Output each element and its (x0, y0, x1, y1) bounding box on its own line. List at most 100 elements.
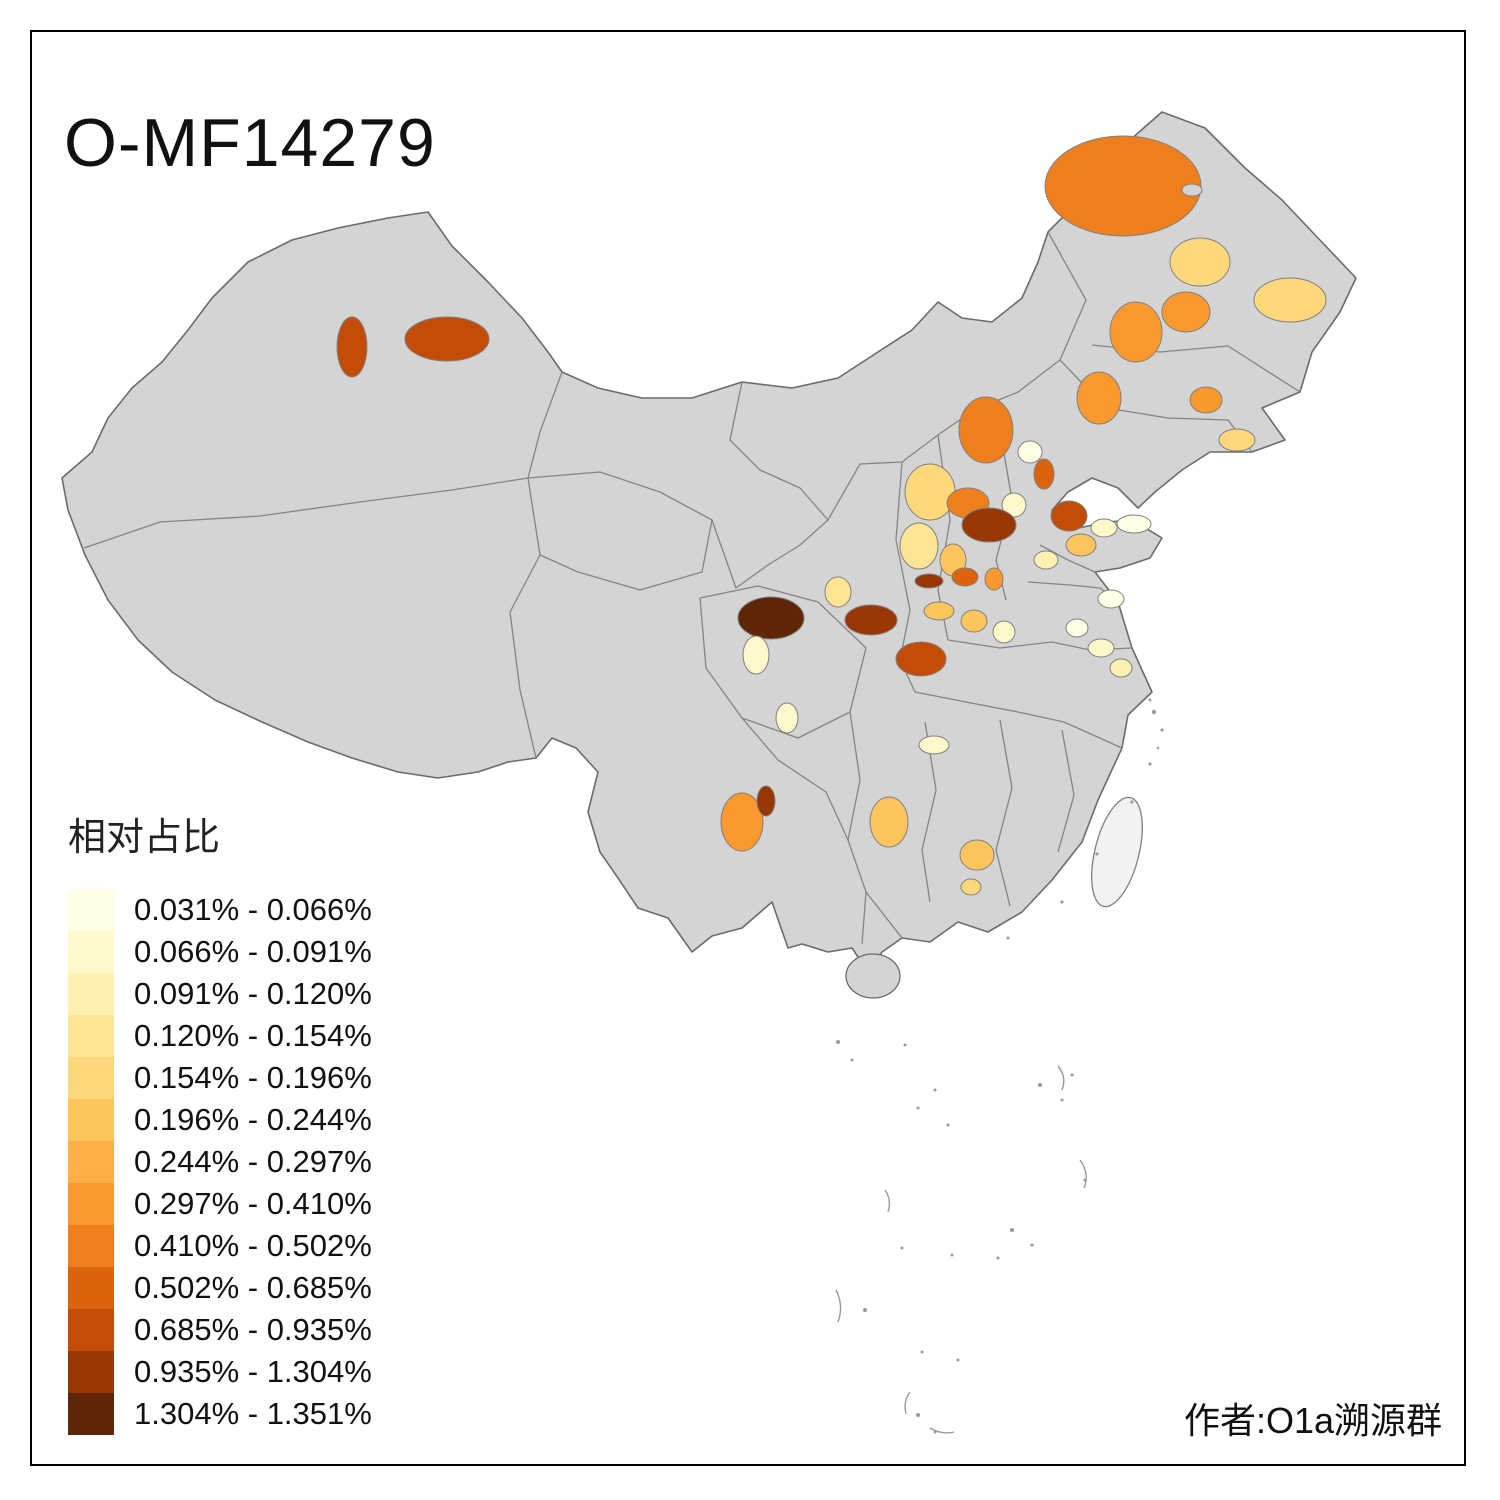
legend-title: 相对占比 (68, 817, 221, 859)
highlight-region (959, 839, 995, 871)
highlight-region (923, 601, 955, 621)
legend-label: 0.031% - 0.066% (134, 892, 372, 927)
legend-row: 1.304% - 1.351% (68, 1393, 372, 1435)
legend-swatch (68, 1057, 114, 1099)
highlight-region (1109, 301, 1163, 363)
figure-title: O-MF14279 (64, 104, 436, 181)
highlight-region (336, 316, 368, 378)
islet-dot (956, 1358, 960, 1362)
legend-swatch (68, 1099, 114, 1141)
highlight-region (1033, 550, 1059, 570)
islet-dot (850, 1058, 854, 1062)
legend-swatch (68, 1351, 114, 1393)
legend-row: 0.410% - 0.502% (68, 1225, 372, 1267)
legend-swatch (68, 1267, 114, 1309)
islet-dot (996, 1256, 1000, 1260)
highlight-region (960, 609, 988, 633)
legend-label: 0.410% - 0.502% (134, 1228, 372, 1263)
islet-dot (1060, 1098, 1064, 1102)
islet-dot (903, 1043, 907, 1047)
islet-dot (1148, 762, 1152, 766)
highlight-region (756, 785, 776, 817)
legend-row: 0.502% - 0.685% (68, 1267, 372, 1309)
highlight-region (914, 573, 944, 589)
highlight-region (1218, 428, 1256, 452)
highlight-region (918, 735, 950, 755)
highlight-region (775, 702, 799, 734)
legend-label: 0.154% - 0.196% (134, 1060, 372, 1095)
highlight-regions (336, 135, 1327, 896)
highlight-region (899, 522, 939, 570)
highlight-region (1109, 658, 1133, 678)
islet-dot (950, 1253, 954, 1257)
islet-dot (916, 1413, 920, 1417)
highlight-region (984, 567, 1004, 591)
legend-swatch (68, 889, 114, 931)
legend-label: 0.196% - 0.244% (134, 1102, 372, 1137)
islet-dot (1148, 698, 1152, 702)
islet-dot (1156, 746, 1160, 750)
legend: 相对占比 0.031% - 0.066% 0.066% - 0.091% 0.091… (68, 806, 372, 1435)
legend-label: 0.297% - 0.410% (134, 1186, 372, 1221)
legend-swatch (68, 1141, 114, 1183)
highlight-region (824, 576, 852, 608)
highlight-region (1065, 533, 1097, 557)
highlight-region (895, 641, 947, 677)
islet-dot (1060, 900, 1064, 904)
islet-dot (1130, 800, 1134, 804)
highlight-region (1189, 386, 1223, 414)
islet-dot (916, 1106, 920, 1110)
highlight-region (1253, 277, 1327, 323)
highlight-region (1076, 371, 1122, 425)
legend-label: 0.935% - 1.304% (134, 1354, 372, 1389)
highlight-region (1087, 638, 1115, 658)
legend-row: 0.066% - 0.091% (68, 931, 372, 973)
legend-rows: 0.031% - 0.066% 0.066% - 0.091% 0.091% - 0… (68, 889, 372, 1435)
highlight-region (951, 567, 979, 587)
lake-gap (1181, 183, 1203, 197)
highlight-region (958, 396, 1014, 464)
highlight-region (1044, 135, 1202, 237)
highlight-region (904, 463, 956, 521)
highlight-region (1001, 492, 1027, 518)
highlight-region (404, 316, 490, 362)
islet-dot (1151, 709, 1157, 715)
islet-dot (1010, 1228, 1014, 1232)
islet-dot (920, 1350, 924, 1354)
islet-dot (1160, 728, 1164, 732)
taiwan-island (1091, 796, 1143, 908)
islet-dot (946, 1123, 950, 1127)
highlight-region (742, 635, 770, 675)
legend-row: 0.685% - 0.935% (68, 1309, 372, 1351)
highlight-region (960, 878, 982, 896)
highlight-region (1065, 618, 1089, 638)
legend-row: 0.120% - 0.154% (68, 1015, 372, 1057)
highlight-region (1161, 291, 1211, 333)
islet-dot (1030, 1243, 1034, 1247)
legend-swatch (68, 1309, 114, 1351)
legend-label: 0.091% - 0.120% (134, 976, 372, 1011)
legend-label: 0.120% - 0.154% (134, 1018, 372, 1053)
highlight-region (869, 796, 909, 848)
highlight-region (992, 620, 1016, 644)
highlight-region (1097, 589, 1125, 609)
legend-label: 0.244% - 0.297% (134, 1144, 372, 1179)
legend-label: 0.685% - 0.935% (134, 1312, 372, 1347)
sea-islands (836, 698, 1164, 1434)
highlight-region (1050, 500, 1088, 532)
mainland-china (61, 111, 1357, 973)
islet-dot (863, 1308, 867, 1312)
legend-row: 0.244% - 0.297% (68, 1141, 372, 1183)
legend-label: 0.502% - 0.685% (134, 1270, 372, 1305)
highlight-region (961, 507, 1017, 543)
highlight-region (844, 604, 898, 636)
islet-dot (836, 1040, 840, 1044)
legend-row: 0.154% - 0.196% (68, 1057, 372, 1099)
legend-swatch (68, 1225, 114, 1267)
islet-dot (1038, 1083, 1042, 1087)
islet-dot (1006, 936, 1010, 940)
legend-swatch (68, 1015, 114, 1057)
highlight-region (1033, 458, 1055, 490)
legend-row: 0.091% - 0.120% (68, 973, 372, 1015)
legend-swatch (68, 1393, 114, 1435)
